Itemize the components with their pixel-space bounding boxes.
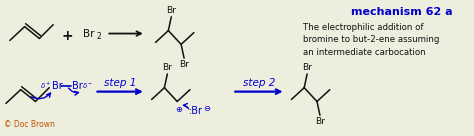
- Text: 2: 2: [97, 32, 101, 41]
- Text: +: +: [61, 29, 73, 43]
- Text: Br: Br: [52, 81, 63, 91]
- Text: $\oplus$: $\oplus$: [175, 105, 183, 114]
- Text: step 1: step 1: [104, 78, 137, 88]
- Text: step 2: step 2: [243, 78, 275, 88]
- Text: Br: Br: [179, 60, 189, 69]
- Text: Br: Br: [82, 29, 94, 38]
- Text: © Doc Brown: © Doc Brown: [4, 120, 55, 129]
- Text: Br: Br: [166, 6, 176, 15]
- Text: Br: Br: [315, 117, 325, 126]
- Text: $\delta^+$: $\delta^+$: [40, 81, 51, 91]
- Text: mechanism 62 a: mechanism 62 a: [351, 7, 453, 17]
- Text: $\delta^-$: $\delta^-$: [82, 81, 93, 90]
- Text: Br: Br: [163, 63, 172, 72]
- Text: Br: Br: [72, 81, 82, 91]
- Text: The electrophilic addition of
bromine to but-2-ene assuming
an intermediate carb: The electrophilic addition of bromine to…: [303, 23, 439, 57]
- Text: :Br: :Br: [189, 106, 203, 116]
- Text: Br: Br: [302, 63, 312, 72]
- Text: $\ominus$: $\ominus$: [203, 104, 211, 113]
